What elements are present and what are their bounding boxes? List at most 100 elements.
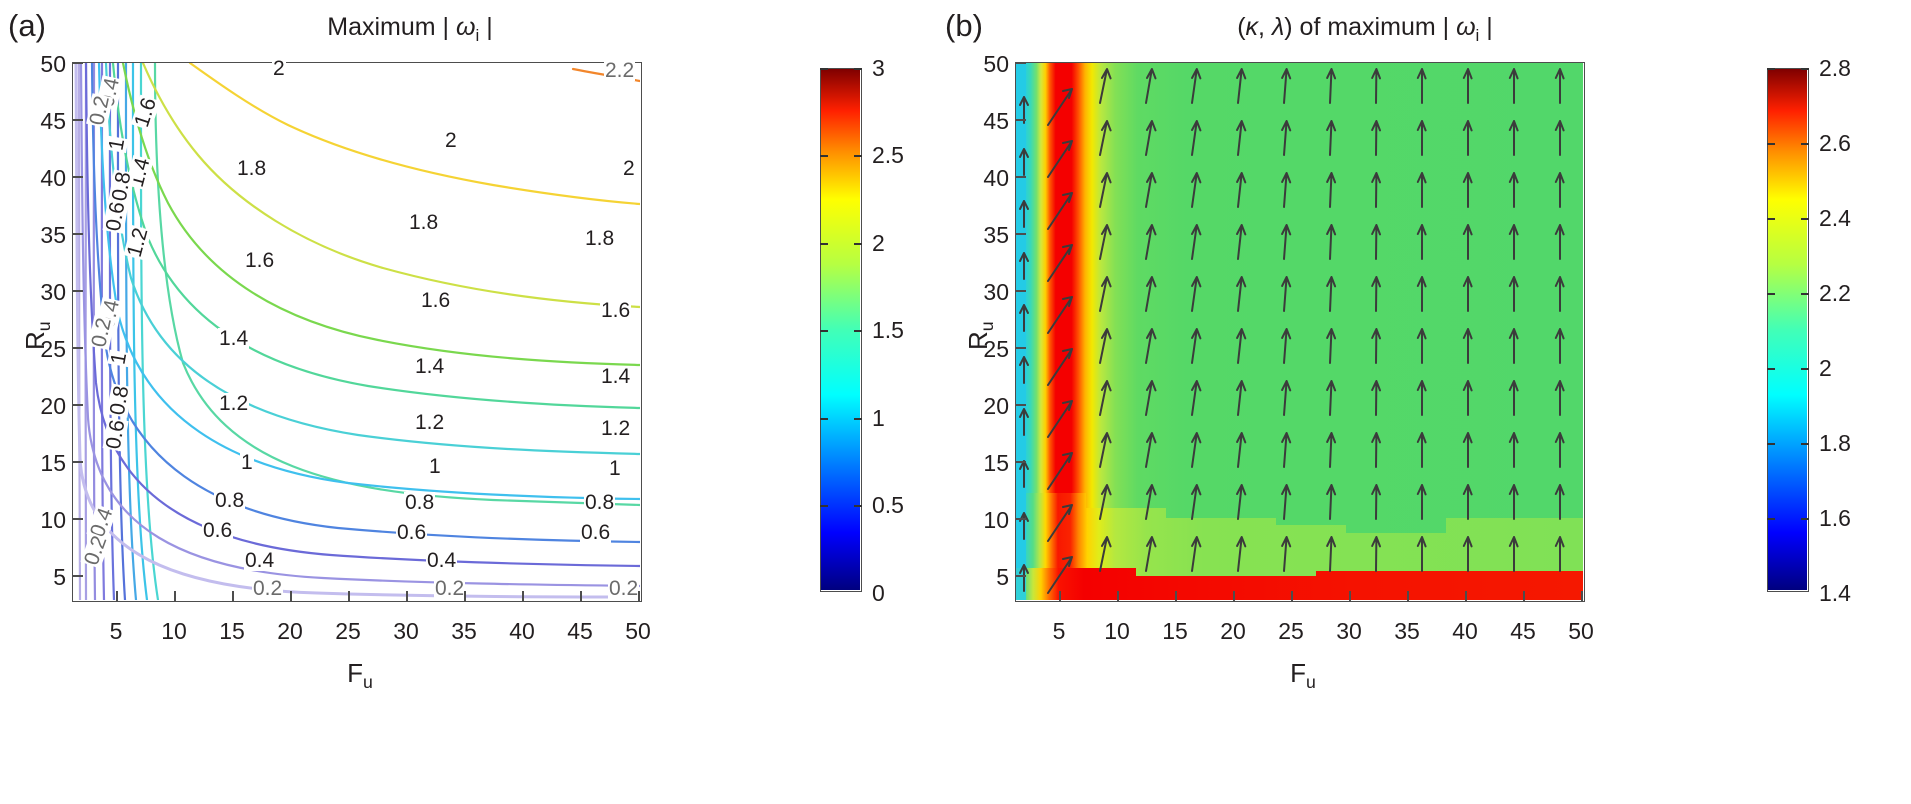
quiver-arrow: [1236, 328, 1247, 364]
quiver-arrow: [1554, 484, 1565, 520]
quiver-arrow: [1326, 120, 1337, 156]
quiver-arrow: [1462, 172, 1473, 208]
panel-a-clabel: 1.2: [414, 411, 446, 434]
quiver-arrow: [1326, 432, 1337, 468]
panel-b-cbar-label: 2.8: [1819, 55, 1851, 81]
panel-b-cbar-tick: [1767, 143, 1775, 145]
quiver-arrow: [1281, 484, 1292, 520]
quiver-arrow: [1191, 536, 1202, 572]
quiver-arrow: [1326, 484, 1337, 520]
panel-a-cbar-tick: [854, 155, 862, 157]
panel-b-cbar-label: 2: [1819, 355, 1832, 381]
panel-a-clabel: 0.8: [584, 491, 616, 514]
panel-a-clabel: 0.6: [580, 521, 612, 544]
panel-b-ytick-mark: [1015, 461, 1026, 463]
panel-a-ytick-50: 50: [40, 51, 66, 77]
panel-a-clabel: 1.4: [414, 355, 446, 378]
panel-a-title: Maximum | ωi |: [327, 13, 493, 46]
panel-a-cbar-label: 2: [872, 230, 885, 256]
quiver-arrow: [1326, 68, 1337, 104]
quiver-arrow: [1145, 432, 1157, 468]
panel-b-ytick-mark: [1015, 347, 1026, 349]
quiver-arrow: [1371, 536, 1381, 572]
quiver-arrow: [1416, 380, 1427, 416]
panel-a: (a) Maximum | ωi | Ru 50 45 40 35 30 25 …: [0, 0, 955, 804]
panel-a-cbar-tick: [820, 68, 828, 70]
quiver-arrow: [1326, 224, 1337, 260]
panel-a-plot-area: [72, 62, 642, 602]
panel-b-xtick-15: 15: [1162, 618, 1188, 644]
panel-a-clabel: 0.2: [434, 577, 466, 600]
panel-b-ytick-30: 30: [983, 279, 1009, 305]
panel-a-ytick-40: 40: [40, 165, 66, 191]
quiver-arrow: [1416, 536, 1427, 572]
quiver-arrow: [1416, 432, 1427, 468]
panel-a-clabel: 1.6: [244, 249, 276, 272]
panel-a-xtick-30: 30: [393, 618, 419, 644]
panel-a-clabel: 2: [622, 157, 636, 180]
quiver-arrow: [1508, 276, 1519, 312]
quiver-arrow: [1326, 276, 1337, 312]
panel-a-cbar-tick: [820, 418, 828, 420]
quiver-arrow: [1554, 172, 1565, 208]
panel-b-cbar-label: 1.8: [1819, 430, 1851, 456]
panel-b-cbar-tick: [1767, 218, 1775, 220]
panel-a-cbar-label: 3: [872, 55, 885, 81]
panel-a-cbar-tick: [854, 243, 862, 245]
panel-a-cbar-label: 1: [872, 405, 885, 431]
panel-b-xtick-5: 5: [1052, 618, 1066, 644]
quiver-arrow: [1145, 484, 1157, 520]
quiver-arrow: [1326, 380, 1337, 416]
panel-b-title: (κ, λ) of maximum | ωi |: [1237, 13, 1493, 46]
quiver-arrow: [1236, 224, 1247, 260]
panel-a-ytick-25: 25: [40, 336, 66, 362]
panel-b-cbar-tick: [1767, 443, 1775, 445]
panel-b-ytick-50: 50: [983, 51, 1009, 77]
panel-b-ytick-5: 5: [996, 564, 1009, 590]
panel-a-xtick-10: 10: [161, 618, 187, 644]
panel-b-xtick-50: 50: [1568, 618, 1594, 644]
panel-a-xtick-50: 50: [625, 618, 651, 644]
panel-a-xtick-mark: [522, 591, 524, 602]
quiver-arrow: [1281, 536, 1292, 572]
quiver-arrow: [1416, 172, 1427, 208]
panel-b-ytick-mark: [1015, 404, 1026, 406]
panel-b-cbar-tick: [1801, 293, 1809, 295]
quiver-arrow: [1462, 484, 1473, 520]
quiver-arrow: [1326, 536, 1337, 572]
quiver-arrow: [1236, 276, 1247, 312]
panel-a-ytick-mark: [72, 347, 83, 349]
panel-a-ytick-mark: [72, 518, 83, 520]
panel-a-xtick-15: 15: [219, 618, 245, 644]
panel-a-ytick-5: 5: [53, 564, 66, 590]
quiver-arrow: [1371, 224, 1381, 260]
panel-b-cbar-tick: [1801, 143, 1809, 145]
panel-b-cbar-tick: [1767, 518, 1775, 520]
panel-b-cbar-label: 2.6: [1819, 130, 1851, 156]
panel-b-xtick-20: 20: [1220, 618, 1246, 644]
quiver-arrow: [1191, 120, 1202, 156]
panel-a-cbar-tick: [854, 68, 862, 70]
quiver-arrow: [1145, 172, 1157, 208]
quiver-arrow: [1416, 484, 1427, 520]
panel-a-clabel: 0.6: [101, 417, 130, 452]
panel-b-ytick-10: 10: [983, 507, 1009, 533]
panel-a-clabel: 1.2: [218, 392, 250, 415]
quiver-arrow: [1145, 328, 1157, 364]
quiver-arrow: [1508, 484, 1519, 520]
panel-a-xtick-mark: [290, 591, 292, 602]
quiver-arrow: [1508, 380, 1519, 416]
panel-a-ytick-15: 15: [40, 450, 66, 476]
panel-b-ytick-35: 35: [983, 222, 1009, 248]
panel-a-ytick-mark: [72, 461, 83, 463]
panel-a-cbar-tick: [820, 243, 828, 245]
quiver-arrow: [1099, 68, 1112, 104]
quiver-arrow: [1371, 484, 1381, 520]
panel-b-xtick-mark: [1523, 591, 1525, 602]
panel-b: (b) (κ, λ) of maximum | ωi | Ru 50 45 40…: [945, 0, 1911, 804]
quiver-arrow: [1371, 380, 1381, 416]
panel-a-clabel: 0.8: [404, 491, 436, 514]
panel-b-ytick-20: 20: [983, 393, 1009, 419]
quiver-arrow: [1416, 328, 1427, 364]
panel-b-xtick-45: 45: [1510, 618, 1536, 644]
